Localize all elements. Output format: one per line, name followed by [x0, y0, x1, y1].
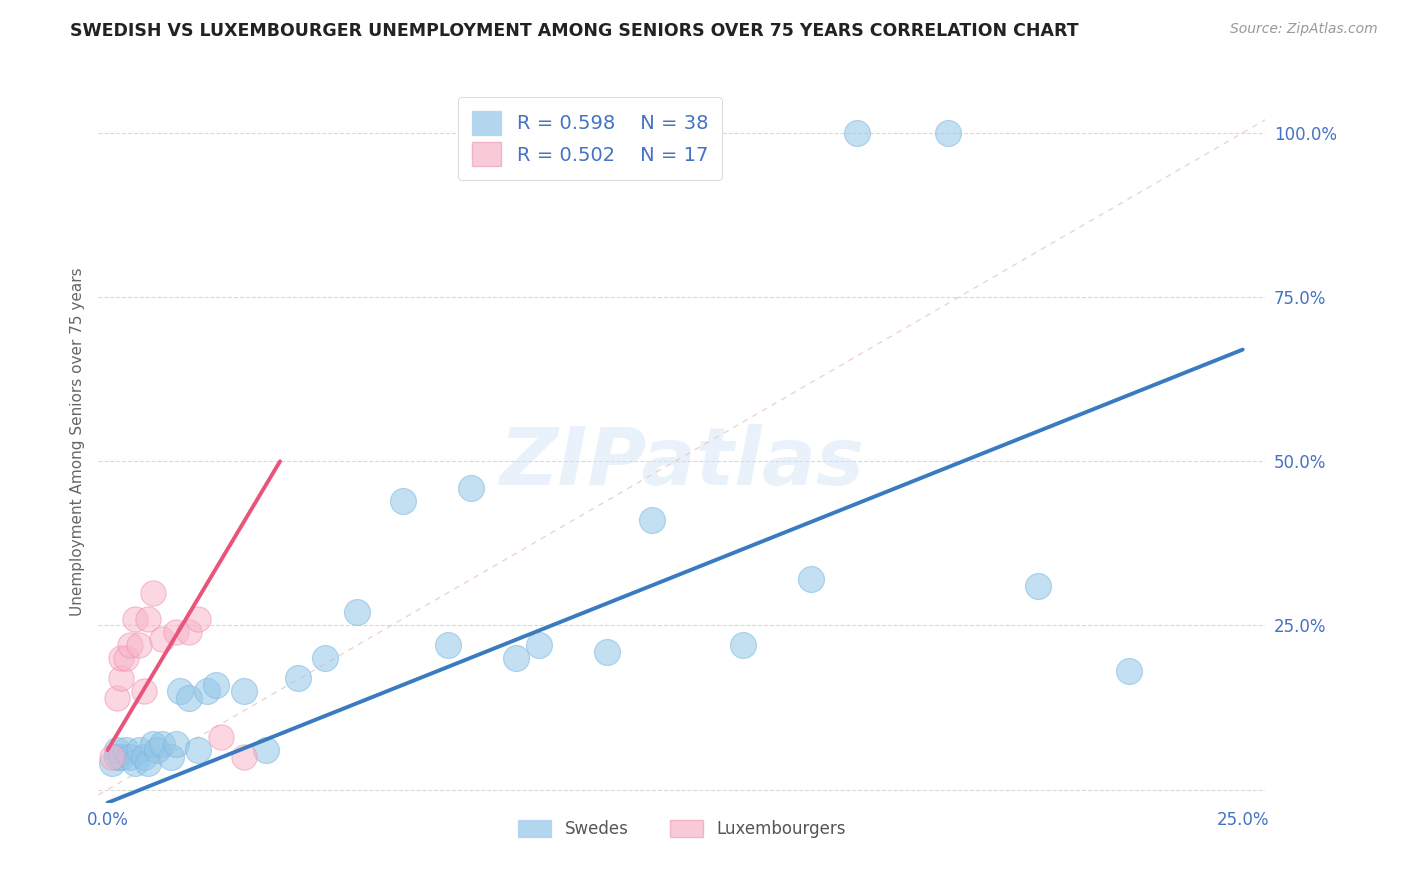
- Point: [124, 612, 146, 626]
- Point: [641, 513, 664, 527]
- Point: [179, 625, 201, 640]
- Point: [232, 749, 254, 764]
- Point: [150, 737, 173, 751]
- Point: [138, 612, 160, 626]
- Point: [120, 638, 142, 652]
- Point: [287, 671, 309, 685]
- Point: [132, 684, 155, 698]
- Point: [105, 749, 128, 764]
- Point: [165, 737, 187, 751]
- Text: SWEDISH VS LUXEMBOURGER UNEMPLOYMENT AMONG SENIORS OVER 75 YEARS CORRELATION CHA: SWEDISH VS LUXEMBOURGER UNEMPLOYMENT AMO…: [70, 22, 1078, 40]
- Point: [733, 638, 755, 652]
- Point: [124, 756, 146, 771]
- Point: [205, 677, 228, 691]
- Point: [132, 749, 155, 764]
- Point: [232, 684, 254, 698]
- Point: [114, 651, 136, 665]
- Point: [391, 493, 413, 508]
- Point: [314, 651, 336, 665]
- Point: [169, 684, 191, 698]
- Point: [1028, 579, 1050, 593]
- Point: [187, 743, 209, 757]
- Point: [936, 126, 959, 140]
- Y-axis label: Unemployment Among Seniors over 75 years: Unemployment Among Seniors over 75 years: [69, 268, 84, 615]
- Point: [346, 605, 368, 619]
- Point: [187, 612, 209, 626]
- Point: [101, 749, 124, 764]
- Point: [114, 743, 136, 757]
- Point: [146, 743, 169, 757]
- Point: [845, 126, 868, 140]
- Point: [105, 690, 128, 705]
- Point: [110, 749, 132, 764]
- Point: [160, 749, 183, 764]
- Text: Source: ZipAtlas.com: Source: ZipAtlas.com: [1230, 22, 1378, 37]
- Point: [150, 632, 173, 646]
- Point: [437, 638, 460, 652]
- Point: [254, 743, 277, 757]
- Point: [120, 749, 142, 764]
- Point: [105, 743, 128, 757]
- Point: [179, 690, 201, 705]
- Point: [128, 638, 150, 652]
- Point: [527, 638, 550, 652]
- Point: [460, 481, 482, 495]
- Point: [142, 737, 165, 751]
- Point: [800, 573, 823, 587]
- Point: [505, 651, 527, 665]
- Point: [596, 645, 619, 659]
- Point: [101, 756, 124, 771]
- Point: [165, 625, 187, 640]
- Legend: Swedes, Luxembourgers: Swedes, Luxembourgers: [510, 814, 853, 845]
- Point: [110, 651, 132, 665]
- Text: ZIPatlas: ZIPatlas: [499, 425, 865, 502]
- Point: [138, 756, 160, 771]
- Point: [142, 585, 165, 599]
- Point: [110, 671, 132, 685]
- Point: [128, 743, 150, 757]
- Point: [197, 684, 219, 698]
- Point: [1118, 665, 1140, 679]
- Point: [209, 730, 232, 744]
